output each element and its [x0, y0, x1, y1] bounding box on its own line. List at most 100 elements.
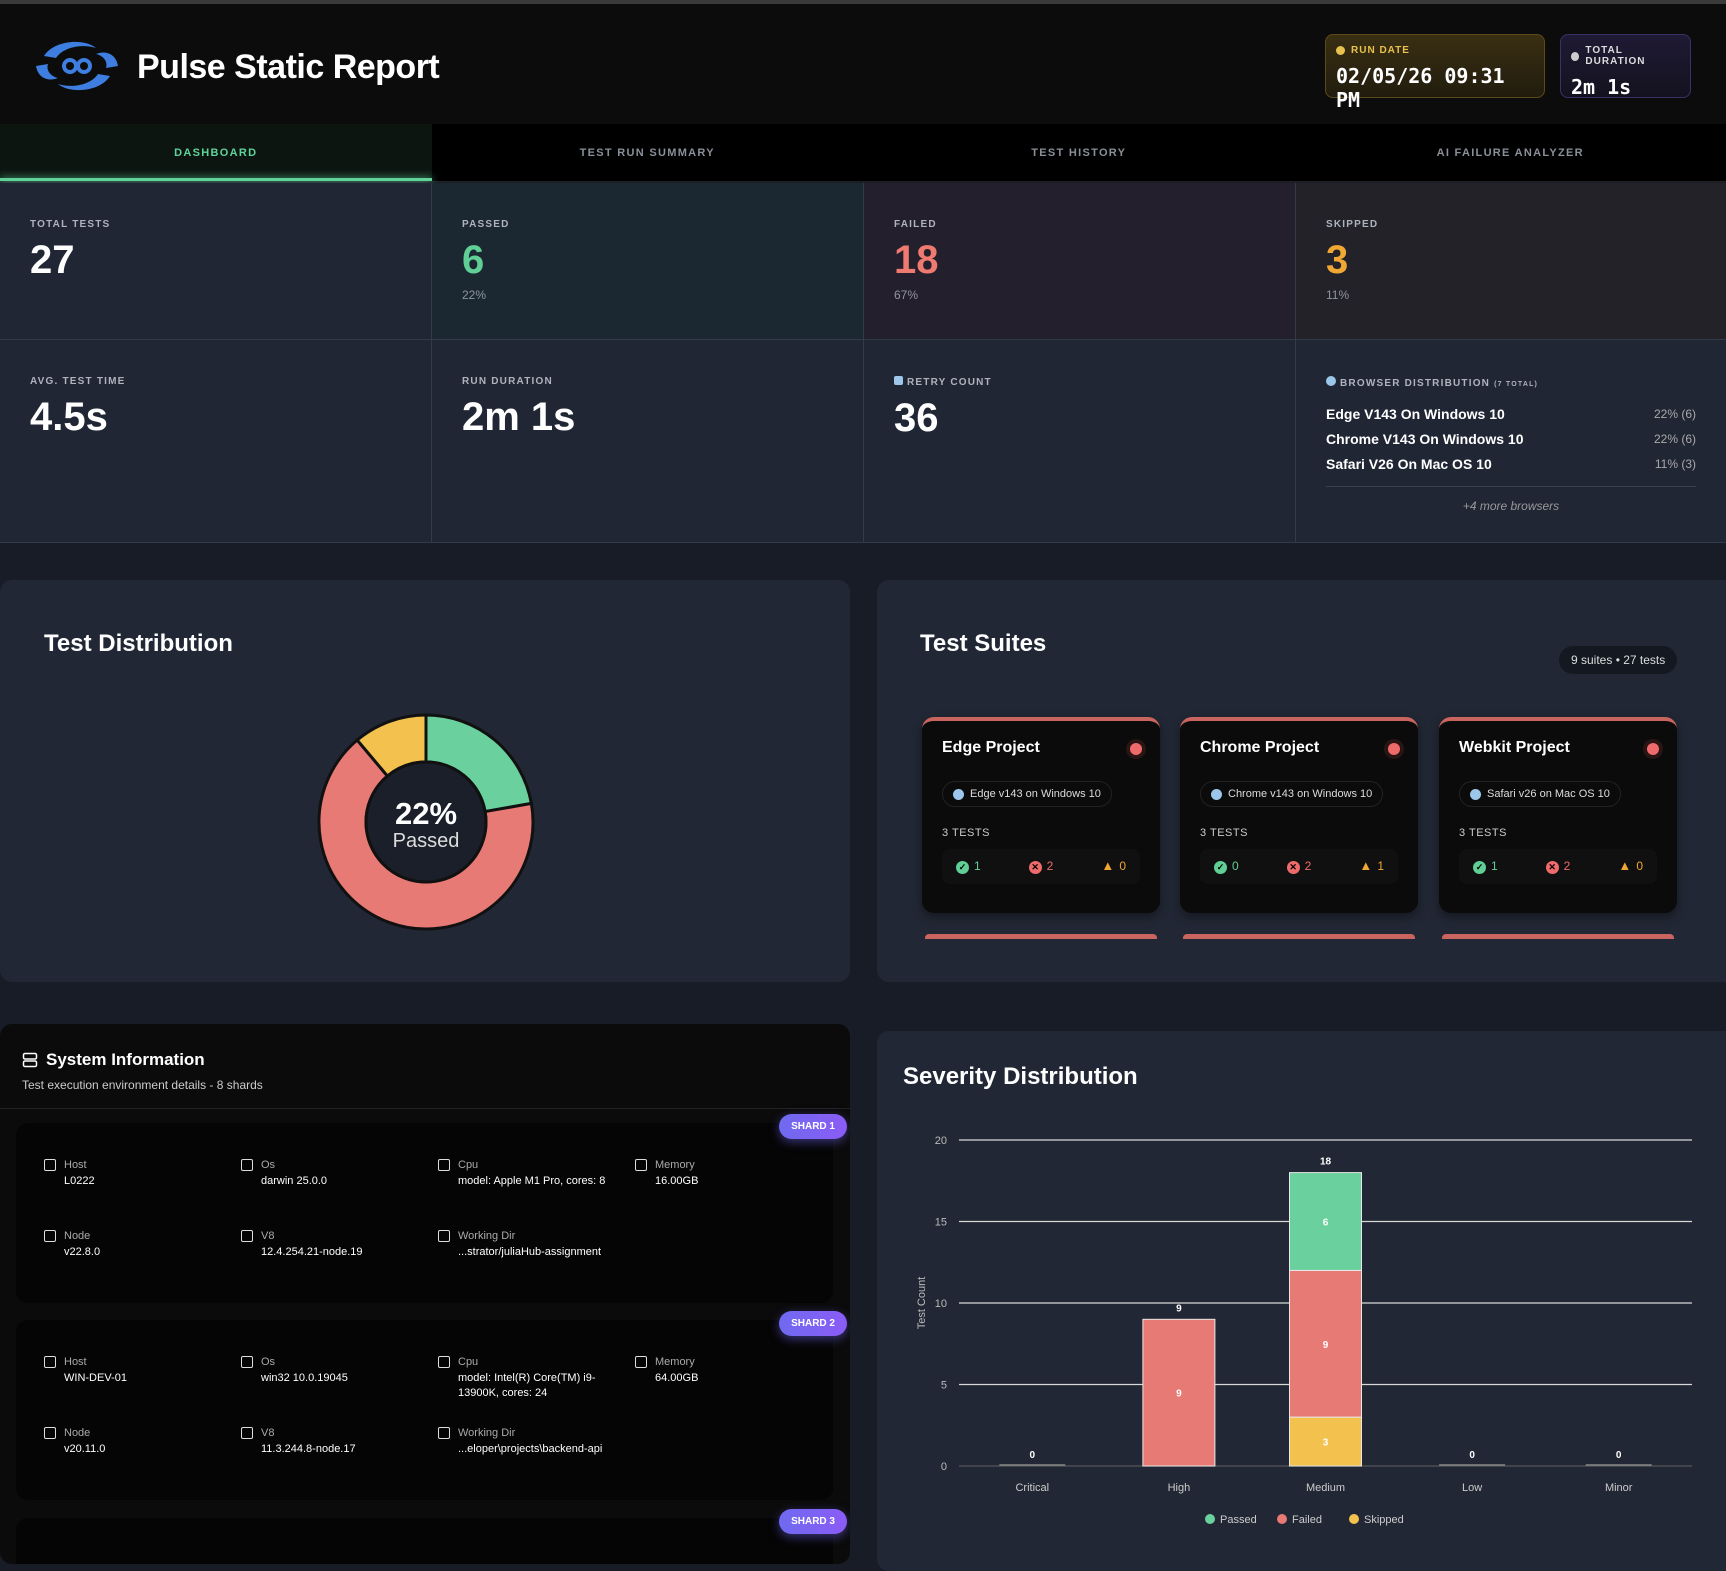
test-count: 3 TESTS: [1200, 827, 1398, 839]
info-label: Cpu: [458, 1159, 478, 1171]
stat-label: FAILED: [894, 219, 1295, 230]
info-os: Os darwin 25.0.0: [241, 1159, 421, 1189]
info-label: Working Dir: [458, 1427, 515, 1439]
retry-icon: [894, 376, 903, 385]
x-icon: ✕: [1029, 861, 1042, 874]
info-value: ...strator/juliaHub-assignment: [438, 1245, 618, 1260]
donut-center-label: Passed: [366, 830, 486, 853]
donut-center: 22% Passed: [366, 798, 486, 853]
failed-value: 2: [1047, 859, 1054, 873]
memory-icon: [635, 1356, 647, 1368]
info-value: 11.3.244.8-node.17: [241, 1442, 421, 1457]
y-tick-label: 15: [935, 1217, 947, 1229]
more-browsers-link[interactable]: +4 more browsers: [1326, 486, 1696, 513]
x-icon: ✕: [1287, 861, 1300, 874]
info-value: model: Intel(R) Core(TM) i9-13900K, core…: [438, 1371, 618, 1401]
skipped-count: ▲0: [1618, 859, 1643, 874]
suite-card-partial[interactable]: [1183, 934, 1415, 939]
info-value: WIN-DEV-01: [44, 1371, 224, 1386]
info-value: win32 10.0.19045: [241, 1371, 421, 1386]
tab-test-run-summary[interactable]: TEST RUN SUMMARY: [432, 124, 864, 181]
info-host: Host WIN-DEV-01: [44, 1356, 224, 1386]
skipped-count: ▲1: [1359, 859, 1384, 874]
browser-share: 22% (6): [1654, 432, 1696, 446]
suite-card-partial[interactable]: [1442, 934, 1674, 939]
tab-dashboard[interactable]: DASHBOARD: [0, 124, 432, 181]
browser-total: (7 TOTAL): [1494, 381, 1538, 388]
browser-pill: Chrome v143 on Windows 10: [1200, 781, 1383, 807]
run-date-label: RUN DATE: [1351, 45, 1410, 56]
browser-distribution: BROWSER DISTRIBUTION (7 TOTAL) Edge V143…: [1296, 340, 1726, 543]
info-label: Working Dir: [458, 1230, 515, 1242]
globe-icon: [1211, 789, 1222, 800]
gear-icon: [241, 1427, 253, 1439]
failed-count: ✕2: [1287, 859, 1312, 874]
warning-icon: ▲: [1101, 859, 1114, 872]
skipped-count: ▲0: [1101, 859, 1126, 874]
globe-icon: [953, 789, 964, 800]
info-value: 12.4.254.21-node.19: [241, 1245, 421, 1260]
stat-passed: PASSED 6 22%: [432, 183, 864, 340]
passed-value: 0: [1232, 859, 1239, 873]
stat-percent: 11%: [1326, 288, 1726, 302]
stat-percent: 67%: [894, 288, 1295, 302]
suite-stats: ✓ 0 ✕2 ▲1: [1200, 849, 1398, 884]
suite-card[interactable]: Edge Project Edge v143 on Windows 10 3 T…: [922, 717, 1160, 913]
stat-label: PASSED: [462, 219, 863, 230]
stat-avg-test-time: AVG. TEST TIME 4.5s: [0, 340, 432, 543]
skipped-value: 0: [1119, 859, 1126, 873]
globe-icon: [1470, 789, 1481, 800]
x-tick-label: Minor: [1605, 1482, 1633, 1494]
suite-card-partial[interactable]: [925, 934, 1157, 939]
stat-value: 2m 1s: [462, 395, 863, 439]
browser-share: 22% (6): [1654, 407, 1696, 421]
total-duration-box: TOTAL DURATION 2m 1s: [1560, 34, 1691, 98]
failed-status-dot-icon: [1647, 743, 1659, 755]
tab-test-history[interactable]: TEST HISTORY: [863, 124, 1295, 181]
server-icon: [22, 1052, 38, 1068]
info-value: darwin 25.0.0: [241, 1174, 421, 1189]
info-label: Os: [261, 1159, 275, 1171]
failed-status-dot-icon: [1388, 743, 1400, 755]
x-tick-label: Critical: [1015, 1482, 1049, 1494]
suites-summary-badge: 9 suites • 27 tests: [1559, 646, 1677, 674]
pulse-logo-icon: [34, 38, 120, 94]
info-label: Node: [64, 1427, 90, 1439]
laptop-icon: [44, 1356, 56, 1368]
failed-status-dot-icon: [1130, 743, 1142, 755]
gear-icon: [44, 1427, 56, 1439]
bar-segment-label: 3: [1323, 1438, 1329, 1449]
gear-icon: [241, 1230, 253, 1242]
tab-ai-failure-analyzer[interactable]: AI FAILURE ANALYZER: [1295, 124, 1726, 181]
laptop-icon: [241, 1356, 253, 1368]
system-information-panel: System Information Test execution enviro…: [0, 1024, 850, 1564]
stat-skipped: SKIPPED 3 11%: [1296, 183, 1726, 340]
bar-total-label: 0: [1030, 1450, 1036, 1461]
y-tick-label: 10: [935, 1298, 947, 1310]
stat-label: RUN DURATION: [462, 376, 863, 387]
browser-distribution-label: BROWSER DISTRIBUTION: [1340, 378, 1490, 389]
legend-marker-passed: [1205, 1514, 1215, 1524]
info-wd: Working Dir ...strator/juliaHub-assignmen…: [438, 1230, 618, 1260]
suite-card[interactable]: Webkit Project Safari v26 on Mac OS 10 3…: [1439, 717, 1677, 913]
browser-pill: Safari v26 on Mac OS 10: [1459, 781, 1621, 807]
y-tick-label: 20: [935, 1135, 947, 1147]
legend-label: Passed: [1220, 1514, 1257, 1526]
suite-name: Edge Project: [942, 739, 1140, 757]
info-label: Host: [64, 1356, 87, 1368]
check-icon: ✓: [1214, 861, 1227, 874]
info-label: Memory: [655, 1356, 695, 1368]
x-tick-label: Medium: [1306, 1482, 1345, 1494]
info-wd: Working Dir...eloper\projects\backend-ap…: [438, 1427, 618, 1457]
suite-card[interactable]: Chrome Project Chrome v143 on Windows 10…: [1180, 717, 1418, 913]
